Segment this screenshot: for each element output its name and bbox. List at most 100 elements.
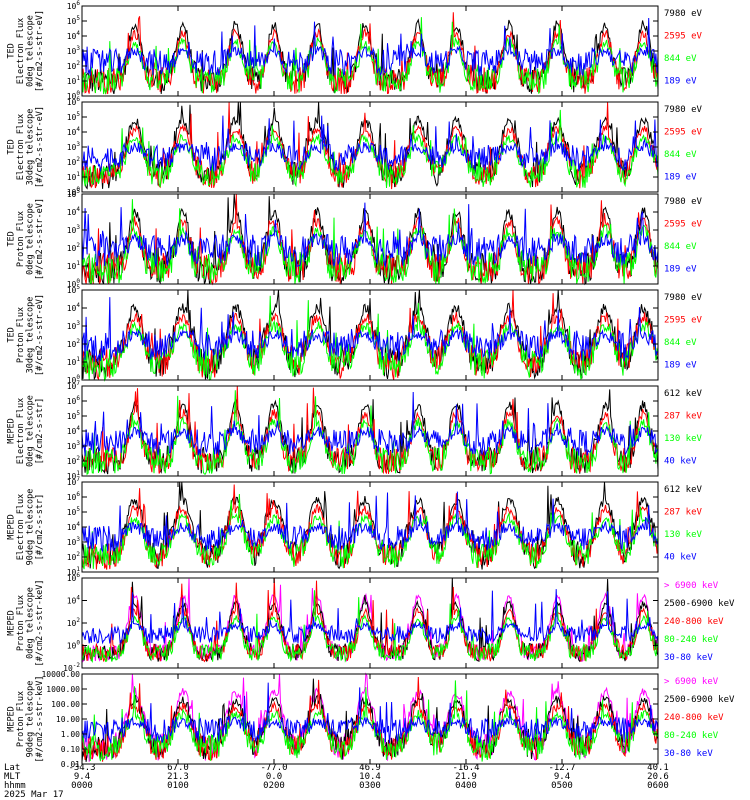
trace-240-800-kev: [81, 676, 659, 762]
y-axis-label: MEPEDElectron Flux90deg telescope[#/cm2-…: [7, 489, 46, 566]
legend-entry: 80-240 keV: [664, 635, 719, 645]
legend-entry: 2595 eV: [664, 32, 703, 42]
y-tick-label: 0.01: [61, 760, 80, 769]
y-tick-label: 106: [67, 0, 81, 11]
legend-entry: > 6900 keV: [664, 677, 719, 687]
y-tick-label: 104: [67, 126, 81, 137]
y-tick-label: 107: [67, 380, 81, 391]
x-row-label: Lat: [4, 763, 20, 773]
legend-entry: 130 keV: [664, 530, 703, 540]
y-tick-label: 10-2: [63, 662, 80, 673]
y-tick-label: 10.00: [56, 715, 80, 724]
x-tick-lat: -34.3: [68, 763, 95, 773]
x-tick-mlt: 9.4: [554, 772, 570, 782]
y-tick-label: 101: [67, 356, 81, 367]
legend-entry: 30-80 keV: [664, 749, 713, 759]
legend-entry: 40 keV: [664, 553, 697, 563]
trace-287-kev: [81, 484, 659, 570]
y-tick-label: 101: [67, 566, 81, 577]
x-tick-time: 0300: [359, 781, 381, 791]
y-tick-label: 104: [67, 30, 81, 41]
y-tick-label: 102: [67, 617, 81, 628]
y-tick-label: 104: [67, 302, 81, 313]
panel-4: TEDProton Flux30deg telescope[#/cm2-s-st…: [7, 289, 703, 382]
y-tick-label: 106: [67, 395, 81, 406]
x-tick-mlt: 21.3: [167, 772, 189, 782]
trace-80-240-kev: [81, 680, 659, 762]
legend-entry: 612 keV: [664, 389, 703, 399]
y-tick-label: 106: [67, 96, 81, 107]
y-tick-label: 100: [67, 186, 81, 197]
legend-entry: 844 eV: [664, 338, 697, 348]
x-tick-lat: -12.7: [548, 763, 575, 773]
y-tick-label: 104: [67, 595, 81, 606]
panel-3: TEDProton Flux0deg telescope[#/cm2-s-str…: [7, 193, 703, 286]
x-tick-mlt: 9.4: [74, 772, 90, 782]
x-tick-mlt: 10.4: [359, 772, 381, 782]
y-tick-label: 102: [67, 60, 81, 71]
date-label: 2025 Mar 17: [4, 790, 64, 800]
trace-189-ev: [81, 202, 659, 269]
trace-612-kev: [81, 481, 659, 570]
panel-7: MEPEDProton Flux0deg telescope[#/cm2-s-s…: [7, 577, 735, 669]
y-tick-label: 105: [67, 111, 81, 122]
y-tick-label: 10000.00: [41, 670, 80, 679]
y-axis-label: TEDElectron Flux0deg telescope[#/cm2-s-s…: [7, 10, 46, 92]
legend-entry: 40 keV: [664, 457, 697, 467]
legend-entry: 2595 eV: [664, 128, 703, 138]
x-tick-mlt: 20.6: [647, 772, 669, 782]
x-tick-lat: 46.9: [359, 763, 381, 773]
trace-130-kev: [81, 390, 659, 476]
legend-entry: 130 keV: [664, 434, 703, 444]
x-tick-time: 0500: [551, 781, 573, 791]
y-tick-label: 100: [67, 90, 81, 101]
legend-entry: 80-240 keV: [664, 731, 719, 741]
y-tick-label: 100: [67, 374, 81, 385]
y-tick-label: 101: [67, 171, 81, 182]
y-tick-label: 106: [67, 491, 81, 502]
x-tick-lat: 67.0: [167, 763, 189, 773]
y-tick-label: 101: [67, 260, 81, 271]
legend-entry: 7980 eV: [664, 105, 703, 115]
legend-entry: 240-800 keV: [664, 713, 724, 723]
x-row-label: hhmm: [4, 781, 26, 791]
legend-entry: 7980 eV: [664, 293, 703, 303]
y-axis-label: MEPEDProton Flux0deg telescope[#/cm2-s-s…: [7, 580, 46, 667]
legend-entry: 287 keV: [664, 412, 703, 422]
x-tick-lat: -16.4: [452, 763, 479, 773]
legend-entry: 844 eV: [664, 242, 697, 252]
panel-1: TEDElectron Flux0deg telescope[#/cm2-s-s…: [7, 5, 703, 97]
y-tick-label: 102: [67, 455, 81, 466]
y-tick-label: 102: [67, 338, 81, 349]
legend-entry: 844 eV: [664, 54, 697, 64]
y-tick-label: 103: [67, 536, 81, 547]
x-tick-time: 0400: [455, 781, 477, 791]
trace-844-ev: [81, 295, 659, 382]
trace-40-kev: [81, 391, 659, 456]
y-tick-label: 0.10: [61, 745, 80, 754]
legend-entry: 189 eV: [664, 173, 697, 183]
x-tick-time: 0200: [263, 781, 285, 791]
legend-entry: 844 eV: [664, 150, 697, 160]
y-tick-label: 101: [67, 75, 81, 86]
y-tick-label: 101: [67, 470, 81, 481]
legend-entry: > 6900 keV: [664, 581, 719, 591]
x-tick-lat: 40.1: [647, 763, 669, 773]
legend-entry: 30-80 keV: [664, 653, 713, 663]
trace-2595-ev: [81, 289, 659, 381]
panel-8: MEPEDProton Flux90deg telescope[#/cm2-s-…: [7, 672, 735, 765]
y-tick-label: 104: [67, 521, 81, 532]
legend-entry: 7980 eV: [664, 197, 703, 207]
x-tick-time: 0100: [167, 781, 189, 791]
y-tick-label: 100: [67, 640, 81, 651]
y-tick-label: 103: [67, 45, 81, 56]
y-tick-label: 106: [67, 572, 81, 583]
x-tick-lat: -77.0: [260, 763, 287, 773]
trace-40-kev: [81, 491, 659, 553]
y-tick-label: 103: [67, 141, 81, 152]
x-tick-mlt: 21.9: [455, 772, 477, 782]
y-tick-label: 102: [67, 551, 81, 562]
y-tick-label: 103: [67, 440, 81, 451]
y-tick-label: 103: [67, 224, 81, 235]
